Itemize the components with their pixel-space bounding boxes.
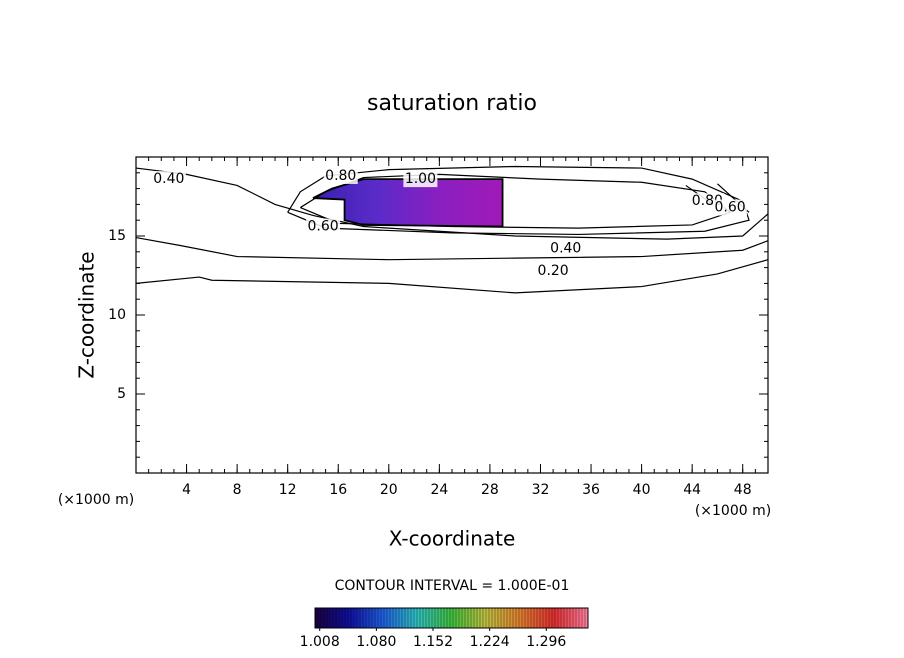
contour-label-bg <box>403 171 438 188</box>
contour-line <box>312 178 504 228</box>
colorbar <box>314 607 589 629</box>
colorbar-label: 1.296 <box>526 634 566 650</box>
contour-label: 0.80 <box>325 168 356 184</box>
colorbar-label: 1.008 <box>300 634 340 650</box>
x-tick-label: 32 <box>532 482 550 498</box>
x-tick-label: 44 <box>683 482 701 498</box>
x-axis-label: X-coordinate <box>389 527 516 551</box>
y-axis-label: Z-coordinate <box>75 251 99 378</box>
filled-region <box>312 179 503 227</box>
contour-label-bg <box>306 218 341 235</box>
x-tick-label: 36 <box>582 482 600 498</box>
x-tick-label: 8 <box>233 482 242 498</box>
contour-label: 1.00 <box>405 171 436 187</box>
chart-title: saturation ratio <box>367 91 537 116</box>
contour-label-bg <box>151 171 186 188</box>
y-tick-label: 5 <box>117 386 126 402</box>
x-unit: (×1000 m) <box>695 503 771 519</box>
contour-label-bg <box>713 199 748 216</box>
contour-label-bg <box>323 167 358 184</box>
contour-label: 0.60 <box>307 219 338 235</box>
y-unit: (×1000 m) <box>58 492 134 508</box>
contour-line <box>135 259 769 294</box>
colorbar-label: 1.080 <box>356 634 396 650</box>
x-tick-label: 16 <box>329 482 347 498</box>
contour-label-bg <box>548 240 583 257</box>
contour-label: 0.40 <box>550 241 581 257</box>
contour-interval: CONTOUR INTERVAL = 1.000E-01 <box>335 578 570 594</box>
contour-line <box>135 236 769 261</box>
contour-label: 0.20 <box>538 263 569 279</box>
x-tick-label: 24 <box>430 482 448 498</box>
x-tick-label: 40 <box>633 482 651 498</box>
colorbar-label: 1.152 <box>413 634 453 650</box>
x-tick-label: 48 <box>734 482 752 498</box>
contour-label-bg <box>536 262 571 279</box>
x-tick-label: 20 <box>380 482 398 498</box>
y-tick-label: 15 <box>108 228 126 244</box>
x-tick-label: 28 <box>481 482 499 498</box>
contour-label: 0.60 <box>714 200 745 216</box>
y-tick-label: 10 <box>108 307 126 323</box>
contour-label: 0.40 <box>153 171 184 187</box>
x-tick-label: 4 <box>182 482 191 498</box>
x-tick-label: 12 <box>279 482 297 498</box>
colorbar-label: 1.224 <box>470 634 510 650</box>
